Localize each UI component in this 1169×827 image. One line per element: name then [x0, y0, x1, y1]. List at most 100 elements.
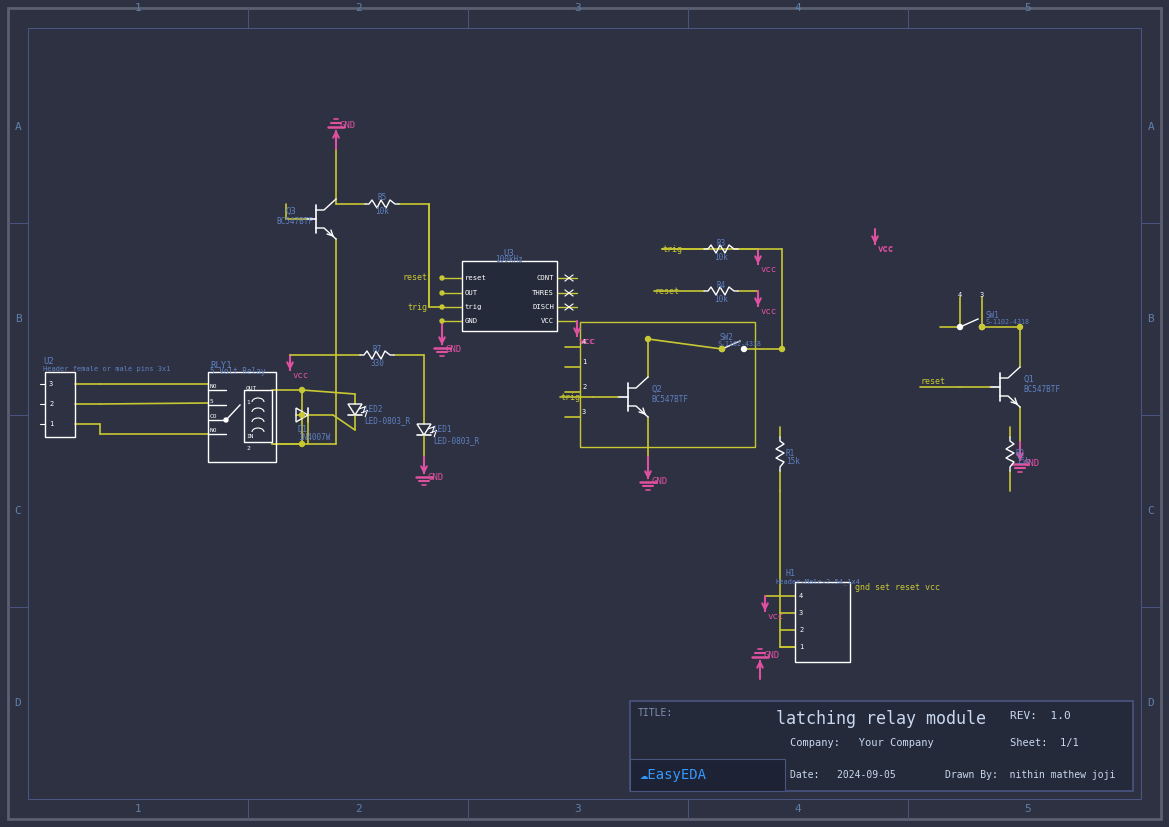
Text: S-1102-4318: S-1102-4318	[985, 319, 1029, 325]
Text: ☁EasyEDA: ☁EasyEDA	[639, 768, 707, 782]
Text: 3: 3	[49, 381, 54, 387]
Text: VCC: VCC	[541, 318, 554, 324]
Text: 2: 2	[245, 446, 250, 451]
Text: 3: 3	[980, 292, 984, 298]
Text: Sheet:  1/1: Sheet: 1/1	[1010, 738, 1079, 748]
Circle shape	[440, 319, 444, 323]
Bar	[630, 759, 786, 791]
Text: D: D	[15, 698, 21, 708]
Text: D1: D1	[298, 424, 307, 433]
Circle shape	[224, 418, 228, 422]
Circle shape	[440, 291, 444, 295]
Text: vcc: vcc	[579, 337, 595, 346]
Text: B: B	[15, 314, 21, 324]
Text: 4: 4	[959, 292, 962, 298]
Text: 1: 1	[245, 399, 250, 404]
Text: SW2: SW2	[720, 332, 734, 342]
Text: Q1: Q1	[1023, 375, 1033, 384]
Bar	[580, 322, 755, 447]
Text: CO: CO	[210, 414, 217, 419]
Bar	[630, 701, 1133, 791]
Text: trig: trig	[662, 245, 682, 254]
Text: 10k: 10k	[375, 208, 389, 217]
Text: 5: 5	[1024, 804, 1031, 814]
Text: GND: GND	[1023, 460, 1039, 469]
Text: Header-Male-2.54_1x4: Header-Male-2.54_1x4	[775, 579, 860, 586]
Text: IN: IN	[245, 433, 254, 438]
Text: 4: 4	[795, 804, 802, 814]
Text: 10k: 10k	[714, 252, 728, 261]
Text: C: C	[15, 506, 21, 516]
Text: NO: NO	[210, 428, 217, 433]
Text: OUT: OUT	[245, 385, 257, 390]
Text: C: C	[1148, 506, 1154, 516]
Bar	[244, 390, 272, 442]
Text: vcc: vcc	[761, 265, 777, 274]
Text: 1: 1	[582, 359, 586, 365]
Text: NO: NO	[210, 384, 217, 389]
Text: OUT: OUT	[465, 290, 478, 296]
Text: TITLE:: TITLE:	[638, 708, 673, 718]
Text: 10k: 10k	[714, 294, 728, 304]
Text: trig: trig	[560, 393, 580, 401]
Text: LED2: LED2	[364, 405, 382, 414]
Circle shape	[719, 347, 725, 351]
Text: BC547BTF: BC547BTF	[1023, 385, 1060, 394]
Text: GND: GND	[427, 472, 443, 481]
Text: R7: R7	[373, 345, 381, 353]
Text: DISCH: DISCH	[532, 304, 554, 310]
Text: reset: reset	[920, 377, 945, 386]
Text: LED-0803_R: LED-0803_R	[433, 437, 479, 446]
Text: 2: 2	[582, 384, 586, 390]
Text: 1N4007W: 1N4007W	[298, 433, 331, 442]
Text: R5: R5	[378, 194, 387, 203]
Text: 330: 330	[371, 358, 383, 367]
Text: BC547BTF: BC547BTF	[276, 217, 313, 226]
Text: D: D	[1148, 698, 1154, 708]
Text: A: A	[1148, 122, 1154, 132]
Text: 5: 5	[210, 399, 214, 404]
Text: 3: 3	[798, 610, 803, 616]
Text: R1: R1	[786, 450, 795, 458]
Circle shape	[741, 347, 747, 351]
Text: vcc: vcc	[768, 612, 784, 621]
Circle shape	[440, 305, 444, 309]
Text: BC547BTF: BC547BTF	[651, 394, 689, 404]
Text: 4: 4	[582, 339, 586, 345]
Text: 2: 2	[354, 3, 361, 13]
Bar	[795, 582, 850, 662]
Circle shape	[1017, 324, 1023, 329]
Text: THRES: THRES	[532, 290, 554, 296]
Text: U3: U3	[504, 250, 514, 259]
Text: vcc: vcc	[293, 371, 309, 380]
Text: R3: R3	[717, 238, 726, 247]
Text: trig: trig	[407, 303, 427, 312]
Text: GND: GND	[763, 651, 779, 659]
Text: GND: GND	[445, 345, 461, 353]
Text: U2: U2	[43, 357, 54, 366]
Text: Header female or male pins 3x1: Header female or male pins 3x1	[43, 366, 171, 372]
Text: 3: 3	[582, 409, 586, 415]
Text: 3: 3	[575, 804, 581, 814]
Text: LED1: LED1	[433, 426, 451, 434]
Text: R2: R2	[1016, 450, 1025, 458]
Text: 100kHz: 100kHz	[496, 256, 523, 265]
Text: 3: 3	[575, 3, 581, 13]
Text: 2: 2	[798, 627, 803, 633]
Text: trig: trig	[465, 304, 483, 310]
Text: REV:  1.0: REV: 1.0	[1010, 711, 1071, 721]
Text: 15k: 15k	[1016, 457, 1030, 466]
Text: 2: 2	[354, 804, 361, 814]
Text: 1: 1	[134, 804, 141, 814]
Text: Q3: Q3	[286, 207, 297, 216]
Text: 2: 2	[49, 401, 54, 407]
Bar	[44, 372, 75, 437]
Circle shape	[719, 347, 725, 351]
Text: GND: GND	[651, 477, 667, 486]
Circle shape	[299, 442, 304, 447]
Text: gnd set reset vcc: gnd set reset vcc	[855, 582, 940, 591]
Text: R4: R4	[717, 280, 726, 289]
Text: CONT: CONT	[537, 275, 554, 281]
Text: GND: GND	[339, 121, 355, 130]
Text: SW1: SW1	[985, 310, 998, 319]
